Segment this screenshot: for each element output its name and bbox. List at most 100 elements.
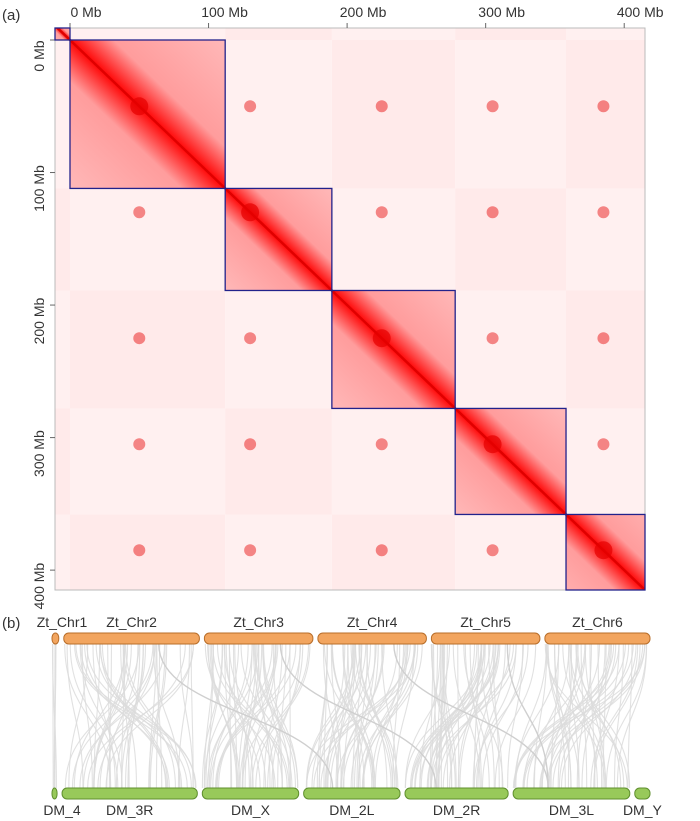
interchromosomal-region [55, 408, 70, 515]
interchromosomal-region [566, 408, 645, 515]
contact-hotspot [372, 329, 391, 348]
synteny-link [216, 643, 290, 789]
chromosome-block-outline [69, 39, 226, 190]
synteny-link [593, 643, 620, 789]
synteny-link [336, 643, 415, 789]
top-chromosome-label: Zt_Chr5 [460, 614, 511, 630]
contact-hotspot [597, 438, 610, 451]
synteny-link [152, 643, 181, 789]
synteny-link [210, 643, 273, 789]
synteny-link [92, 643, 116, 789]
bottom-chromosome-label: DM_2L [329, 802, 374, 818]
top-chromosomes: Zt_Chr1 Zt_Chr2 Zt_Chr3 Zt_Chr4 Zt_Chr5 Zt_Ch… [37, 614, 651, 645]
synteny-link [125, 643, 181, 789]
synteny-link [354, 643, 399, 789]
synteny-link [374, 643, 409, 789]
bottom-chromosome-label: DM_4 [43, 802, 81, 818]
interchromosomal-region [455, 28, 567, 40]
synteny-link [122, 643, 177, 789]
synteny-link [155, 643, 161, 789]
y-tick-label: 300 Mb [31, 430, 47, 477]
synteny-link [473, 643, 529, 789]
chromosome-block-outline [224, 187, 333, 292]
synteny-link [53, 643, 57, 789]
contact-hotspot [244, 332, 257, 345]
interchromosomal-region [566, 188, 645, 291]
synteny-link [225, 643, 254, 789]
interchromosomal-region [225, 514, 332, 590]
synteny-link [452, 643, 481, 789]
contact-hotspot [244, 438, 257, 451]
x-tick-label: 0 Mb [70, 4, 101, 20]
synteny-link [533, 643, 570, 789]
contact-hotspot [244, 544, 257, 557]
y-tick-label: 200 Mb [31, 298, 47, 345]
synteny-link [430, 643, 439, 789]
interchromosomal-region [331, 188, 456, 291]
synteny-link [93, 643, 101, 789]
top-chromosome-bar [430, 632, 541, 645]
synteny-link [552, 643, 630, 789]
synteny-link [331, 643, 373, 789]
panel-a-label: (a) [2, 7, 20, 24]
chromosome-block-outline [565, 513, 646, 591]
synteny-link [73, 643, 126, 789]
contact-hotspot [375, 438, 388, 451]
top-chromosome-bar [51, 632, 60, 645]
synteny-link [442, 643, 453, 789]
bottom-chromosome-label: DM_3R [106, 802, 153, 818]
synteny-link [223, 643, 267, 789]
synteny-link [362, 643, 419, 789]
chromosome-block-outline [331, 289, 456, 410]
synteny-link [337, 643, 349, 789]
contact-hotspot [133, 206, 146, 219]
synteny-link [69, 643, 119, 789]
synteny-link [568, 643, 580, 789]
synteny-link [340, 643, 385, 789]
contact-hotspot [133, 544, 146, 557]
synteny-links [51, 643, 648, 789]
synteny-link [122, 643, 130, 789]
synteny-link [480, 643, 495, 789]
synteny-link [554, 643, 572, 789]
top-chromosome-bar [63, 632, 200, 645]
synteny-link [120, 643, 138, 789]
synteny-link [575, 643, 631, 789]
interchromosomal-region [455, 40, 567, 189]
synteny-link [97, 643, 186, 789]
bottom-chromosome-bar [303, 787, 401, 800]
synteny-link [581, 643, 606, 789]
synteny-link [541, 643, 611, 789]
synteny-link [279, 643, 437, 789]
synteny-link [289, 643, 292, 789]
interchromosomal-region [331, 514, 456, 590]
synteny-link [179, 643, 194, 789]
synteny-link [481, 643, 524, 789]
contact-hotspot [486, 544, 499, 557]
bottom-chromosome-bar [512, 787, 631, 800]
synteny-link [353, 643, 376, 789]
interchromosomal-region [70, 28, 226, 40]
synteny-link [306, 643, 361, 789]
synteny-link [254, 643, 299, 789]
bottom-chromosome-label: DM_Y [623, 802, 663, 818]
synteny-link [404, 643, 451, 789]
synteny-link [68, 643, 89, 789]
main-diagonal [55, 28, 645, 590]
top-chromosome-bar [317, 632, 427, 645]
contact-hotspot [133, 438, 146, 451]
interchromosomal-region [70, 188, 226, 291]
synteny-link [93, 643, 129, 789]
synteny-link [627, 643, 633, 789]
synteny-link [362, 643, 407, 789]
interchromosomal-region [455, 290, 567, 409]
interchromosomal-region [566, 28, 645, 40]
hic-heatmap [55, 28, 645, 590]
synteny-link [567, 643, 573, 789]
interchromosomal-region [566, 40, 645, 189]
bottom-chromosome-label: DM_3L [549, 802, 594, 818]
top-chromosome-label: Zt_Chr2 [106, 614, 157, 630]
interchromosomal-region [225, 290, 332, 409]
synteny-link [124, 643, 145, 789]
contact-hotspot [597, 332, 610, 345]
